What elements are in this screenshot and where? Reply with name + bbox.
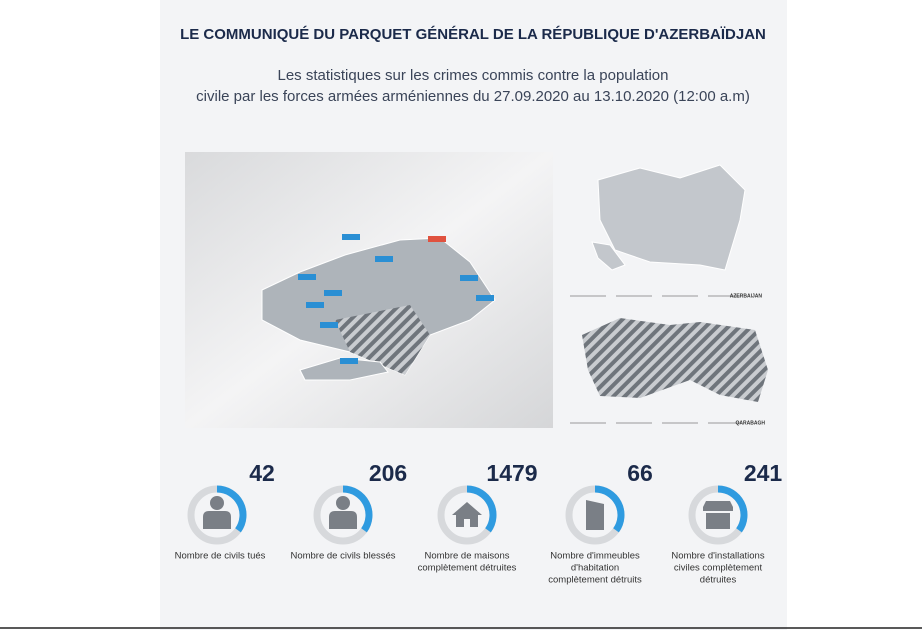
title: LE COMMUNIQUÉ DU PARQUET GÉNÉRAL DE LA R… <box>180 26 766 43</box>
ring-arc <box>342 485 373 533</box>
subtitle: civile par les forces armées arméniennes… <box>196 88 750 105</box>
stat-label: Nombre d'installations <box>671 551 764 562</box>
icon <box>703 501 733 529</box>
icon <box>452 502 482 527</box>
map-label: QARABAGH <box>736 420 766 426</box>
map-legend-lines <box>570 295 740 424</box>
region-map <box>582 318 768 402</box>
stat-value: 1479 <box>486 460 537 486</box>
stat-label: complètement détruites <box>418 563 517 574</box>
ring-arc <box>466 485 497 533</box>
stat-value: 206 <box>369 460 407 486</box>
stat-label: Nombre d'immeubles <box>550 551 640 562</box>
stat-value: 241 <box>744 460 783 486</box>
ring-arc <box>717 485 748 533</box>
ring-arc <box>594 485 625 533</box>
icon <box>586 500 604 530</box>
icon <box>329 496 357 529</box>
stat-label: Nombre de civils tués <box>175 551 266 562</box>
stat-label: complètement détruits <box>548 575 642 586</box>
ring-arc <box>216 485 247 533</box>
country-map <box>597 164 746 271</box>
map-hatched <box>335 305 430 375</box>
country-exclave <box>591 241 626 271</box>
stat-label: détruites <box>700 575 737 586</box>
stat-value: 42 <box>249 460 275 486</box>
map-label: AZERBAIJAN <box>730 293 763 299</box>
stat-label: civiles complètement <box>674 563 763 574</box>
map-pins <box>298 234 494 364</box>
stat-label: d'habitation <box>571 563 619 574</box>
stat-label: Nombre de civils blessés <box>290 551 395 562</box>
stats: 42 Nombre de civils tués 206 Nombre de civi… <box>175 460 783 585</box>
stat-label: Nombre de maisons <box>424 551 509 562</box>
subtitle: Les statistiques sur les crimes commis c… <box>278 67 669 84</box>
stat-value: 66 <box>627 460 653 486</box>
map-region <box>261 237 496 376</box>
icon <box>203 496 231 529</box>
